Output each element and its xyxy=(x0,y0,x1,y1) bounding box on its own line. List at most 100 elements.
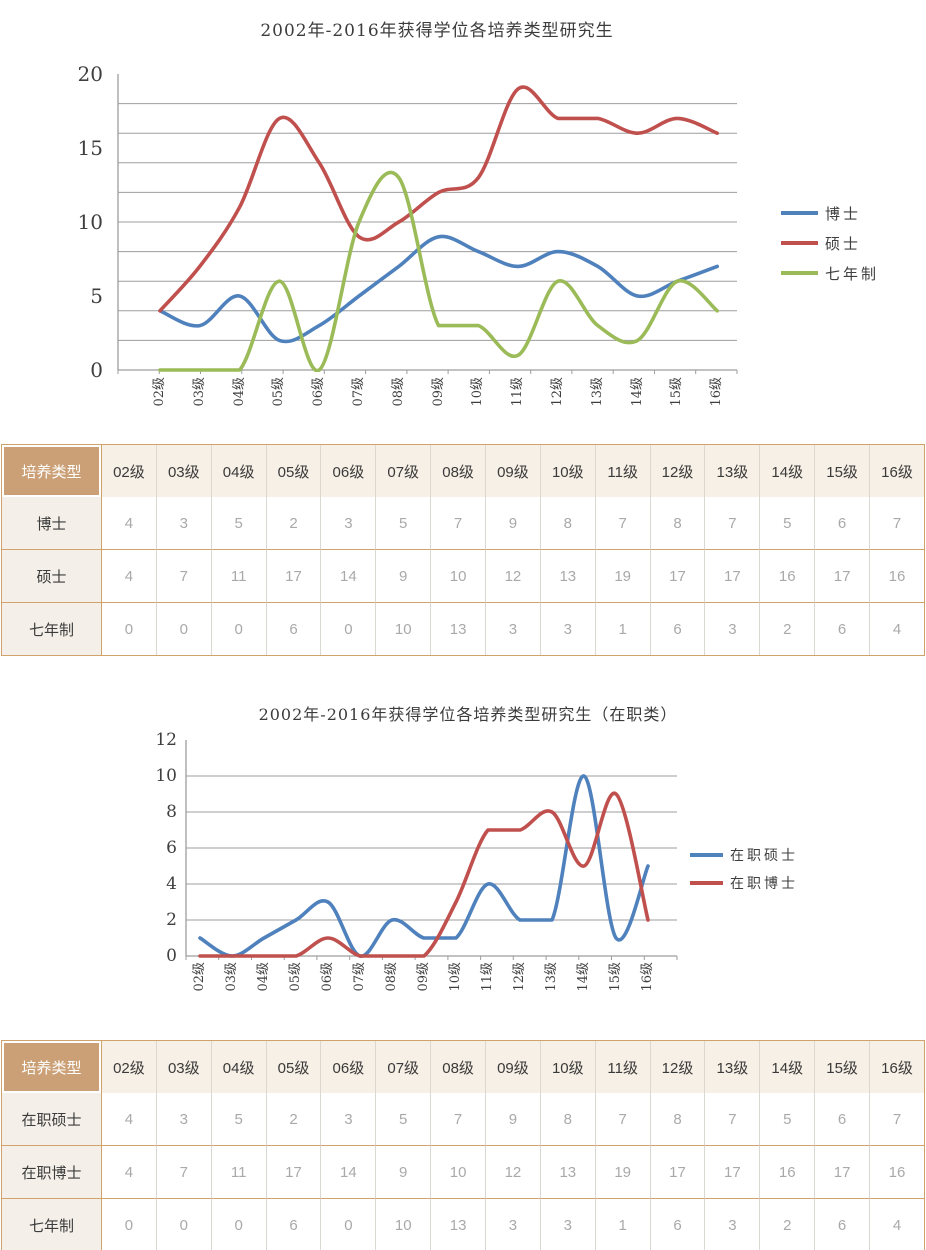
table-cell: 13 xyxy=(539,1146,595,1199)
table-cell: 8 xyxy=(649,1093,705,1146)
x-axis-tick-label: 08级 xyxy=(391,377,406,407)
column-header: 16级 xyxy=(869,1041,924,1093)
table-cell: 17 xyxy=(704,550,760,603)
x-axis-tick-label: 05级 xyxy=(271,377,286,407)
table-cell: 6 xyxy=(265,1199,321,1250)
table-cell: 3 xyxy=(320,497,376,550)
table-corner-header: 培养类型 xyxy=(2,1041,101,1093)
legend-item: 硕士 xyxy=(781,228,861,258)
legend-label: 在职博士 xyxy=(730,876,798,892)
table-cell: 3 xyxy=(485,1199,540,1250)
table-cell: 9 xyxy=(485,497,540,550)
table-cell: 7 xyxy=(869,1093,924,1146)
row-header: 七年制 xyxy=(2,1199,101,1250)
x-axis-tick-label: 10级 xyxy=(470,377,485,407)
table-cell: 19 xyxy=(594,1146,650,1199)
column-header: 15级 xyxy=(814,1041,870,1093)
x-axis-tick-label: 09级 xyxy=(431,377,446,407)
table-cell: 13 xyxy=(430,1199,486,1250)
table-row: 博士 4 3 5 2 3 5 7 9 8 7 8 7 5 6 7 xyxy=(2,497,924,550)
y-axis-tick-label: 8 xyxy=(166,802,177,822)
table-cell: 9 xyxy=(485,1093,540,1146)
x-axis-tick-label: 07级 xyxy=(352,962,367,992)
table-cell: 7 xyxy=(155,1146,211,1199)
y-axis-tick-label: 10 xyxy=(77,210,103,234)
column-header: 02级 xyxy=(101,1041,156,1093)
table-cell: 16 xyxy=(759,550,815,603)
column-header: 06级 xyxy=(320,1041,376,1093)
x-axis-tick-label: 03级 xyxy=(192,377,207,407)
table-cell: 7 xyxy=(704,497,760,550)
legend-line-swatch xyxy=(781,271,818,275)
degrees-inservice-data-table: 培养类型 02级 03级 04级 05级 06级 07级 08级 09级 10级 11级 12级 13级… xyxy=(1,1040,925,1250)
table-row: 在职硕士 4 3 5 2 3 5 7 9 8 7 8 7 5 6 7 xyxy=(2,1093,924,1146)
table-cell: 3 xyxy=(320,1093,376,1146)
table-cell: 0 xyxy=(320,1199,376,1250)
table-cell: 4 xyxy=(101,550,156,603)
y-axis-tick-label: 20 xyxy=(77,62,103,86)
table-cell: 5 xyxy=(210,497,266,550)
x-axis-tick-label: 11级 xyxy=(480,962,495,992)
x-axis-tick-label: 16级 xyxy=(640,962,655,992)
x-axis-tick-label: 07级 xyxy=(351,377,366,407)
column-header: 05级 xyxy=(265,1041,321,1093)
column-header: 16级 xyxy=(869,445,924,497)
table-header-row: 培养类型 02级 03级 04级 05级 06级 07级 08级 09级 10级 11级 12级 13级… xyxy=(2,445,924,497)
table-cell: 17 xyxy=(814,1146,870,1199)
table-cell: 7 xyxy=(430,497,486,550)
x-axis-tick-label: 03级 xyxy=(224,962,239,992)
legend-item: 博士 xyxy=(781,198,861,228)
x-axis-tick-label: 11级 xyxy=(510,377,525,407)
table-cell: 6 xyxy=(814,603,870,655)
column-header: 05级 xyxy=(265,445,321,497)
table-cell: 0 xyxy=(155,603,211,655)
table-cell: 8 xyxy=(539,1093,595,1146)
column-header: 11级 xyxy=(594,1041,650,1093)
table-cell: 6 xyxy=(814,1093,870,1146)
x-axis-tick-label: 06级 xyxy=(311,377,326,407)
table-cell: 14 xyxy=(320,550,376,603)
table-cell: 6 xyxy=(265,603,321,655)
table-cell: 12 xyxy=(485,550,540,603)
table-cell: 19 xyxy=(594,550,650,603)
column-header: 09级 xyxy=(485,1041,540,1093)
table-cell: 3 xyxy=(704,603,760,655)
table-cell: 17 xyxy=(649,550,705,603)
x-axis-tick-label: 14级 xyxy=(576,962,591,992)
table-cell: 10 xyxy=(430,1146,486,1199)
table-cell: 0 xyxy=(101,1199,156,1250)
chart-plot-area xyxy=(117,74,738,374)
table-row: 在职博士 4 7 11 17 14 9 10 12 13 19 17 17 16 17 16 xyxy=(2,1146,924,1199)
legend-item: 在职博士 xyxy=(690,869,798,897)
table-cell: 4 xyxy=(869,1199,924,1250)
table-cell: 4 xyxy=(101,497,156,550)
table-cell: 2 xyxy=(265,1093,321,1146)
legend-label: 七年制 xyxy=(825,264,880,283)
table-cell: 1 xyxy=(594,603,650,655)
table-header-row: 培养类型 02级 03级 04级 05级 06级 07级 08级 09级 10级 11级 12级 13级… xyxy=(2,1041,924,1093)
legend-label: 在职硕士 xyxy=(730,848,798,864)
table-row: 七年制 0 0 0 6 0 10 13 3 3 1 6 3 2 6 4 xyxy=(2,1199,924,1250)
y-axis-tick-label: 4 xyxy=(166,874,177,894)
column-header: 07级 xyxy=(375,1041,431,1093)
table-cell: 7 xyxy=(594,1093,650,1146)
row-header: 硕士 xyxy=(2,550,101,603)
column-header: 03级 xyxy=(155,445,211,497)
legend-label: 博士 xyxy=(825,204,862,223)
column-header: 04级 xyxy=(210,1041,266,1093)
column-header: 03级 xyxy=(155,1041,211,1093)
y-axis-tick-label: 5 xyxy=(90,284,103,308)
table-cell: 17 xyxy=(265,550,321,603)
x-axis-tick-label: 16级 xyxy=(709,377,724,407)
table-cell: 10 xyxy=(430,550,486,603)
x-axis-tick-label: 12级 xyxy=(550,377,565,407)
column-header: 10级 xyxy=(539,445,595,497)
x-axis-tick-label: 02级 xyxy=(152,377,167,407)
table-cell: 3 xyxy=(539,1199,595,1250)
table-cell: 5 xyxy=(375,1093,431,1146)
y-axis-tick-label: 12 xyxy=(155,730,177,750)
table-cell: 7 xyxy=(704,1093,760,1146)
column-header: 13级 xyxy=(704,1041,760,1093)
table-cell: 2 xyxy=(265,497,321,550)
